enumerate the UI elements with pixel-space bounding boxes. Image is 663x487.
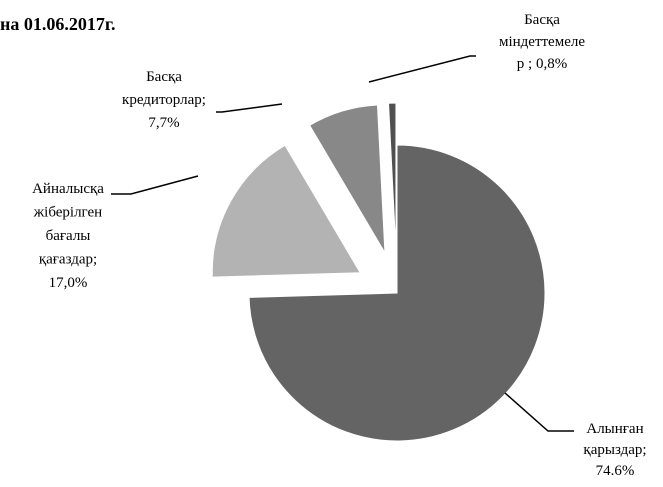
slice-label-line: Басқа bbox=[524, 12, 560, 28]
leader-line-1 bbox=[111, 175, 199, 195]
pie-slice-2 bbox=[308, 104, 386, 254]
slice-label-0: Алынған қарыздар; 74.6% bbox=[583, 421, 646, 479]
slice-label-3: Басқа міндеттемеле р ; 0,8% bbox=[499, 12, 585, 72]
slice-label-line: кредиторлар; bbox=[122, 92, 206, 108]
slice-label-line: 17,0% bbox=[49, 275, 88, 291]
chart-title: на 01.06.2017г. bbox=[0, 14, 116, 34]
pie-slice-3 bbox=[387, 102, 397, 252]
pie-slice-0 bbox=[248, 144, 546, 442]
slice-label-line: жіберілген bbox=[33, 205, 102, 221]
leader-line-3 bbox=[368, 55, 476, 83]
slice-label-line: 74.6% bbox=[596, 463, 635, 479]
slice-label-line: 7,7% bbox=[148, 115, 179, 131]
pie-slice-1 bbox=[211, 144, 362, 278]
slice-label-line: р ; 0,8% bbox=[517, 56, 567, 72]
slice-label-1: Айналысқа жіберілген бағалы қағаздар; 17,0% bbox=[32, 181, 104, 291]
leader-line-0 bbox=[504, 392, 574, 432]
slice-label-line: Айналысқа bbox=[32, 181, 104, 197]
leader-line-2 bbox=[216, 103, 283, 113]
slice-label-line: Басқа bbox=[146, 69, 182, 85]
slice-label-2: Басқа кредиторлар; 7,7% bbox=[122, 69, 206, 131]
slice-label-line: Алынған bbox=[586, 421, 643, 437]
slice-label-line: қарыздар; bbox=[583, 442, 646, 458]
slice-label-line: міндеттемеле bbox=[499, 34, 585, 50]
slice-label-line: қағаздар; bbox=[39, 252, 97, 268]
slice-label-line: бағалы bbox=[46, 228, 91, 244]
